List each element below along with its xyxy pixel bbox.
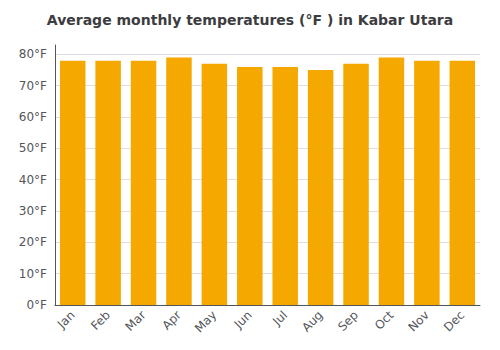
svg-text:Aug: Aug [299,308,325,334]
svg-text:20°F: 20°F [19,235,47,249]
svg-text:80°F: 80°F [19,47,47,61]
svg-text:0°F: 0°F [26,298,47,312]
svg-text:10°F: 10°F [19,267,47,281]
svg-text:70°F: 70°F [19,79,47,93]
svg-text:Jun: Jun [231,308,255,332]
svg-text:40°F: 40°F [19,173,47,187]
svg-text:Jul: Jul [269,308,290,329]
svg-text:Average monthly temperatures (: Average monthly temperatures (°F ) in Ka… [47,12,453,28]
svg-text:Jan: Jan [54,308,78,332]
svg-text:Feb: Feb [88,308,113,333]
svg-text:30°F: 30°F [19,204,47,218]
svg-text:Nov: Nov [405,308,431,334]
svg-text:Oct: Oct [372,308,397,333]
svg-text:Apr: Apr [159,308,184,333]
svg-text:Dec: Dec [441,308,467,334]
svg-text:60°F: 60°F [19,110,47,124]
svg-text:May: May [192,308,219,335]
svg-text:Mar: Mar [123,308,149,334]
svg-text:50°F: 50°F [19,141,47,155]
svg-text:Sep: Sep [335,308,361,334]
